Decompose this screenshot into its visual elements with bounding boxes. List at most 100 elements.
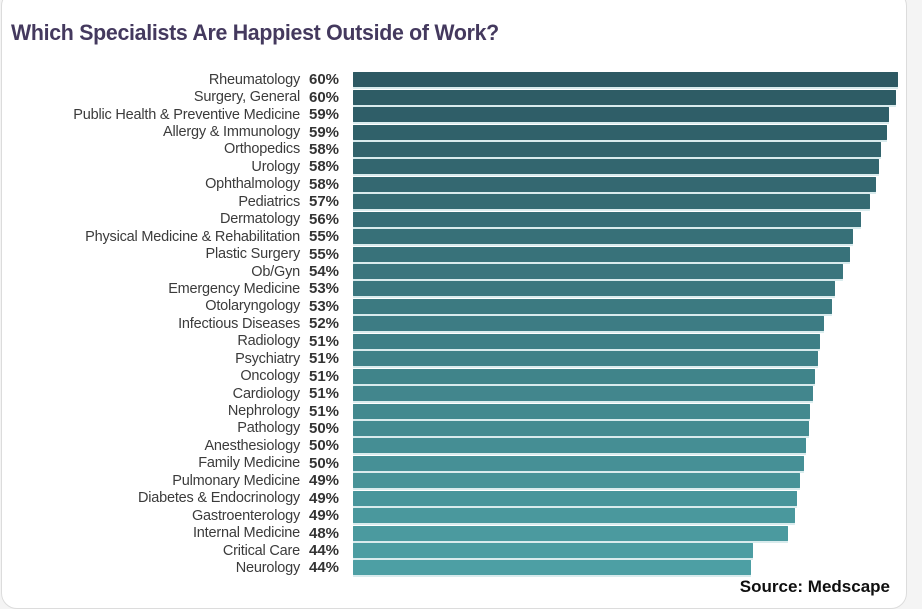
chart-row: Neurology 44% <box>8 559 908 576</box>
chart-title: Which Specialists Are Happiest Outside o… <box>11 19 499 45</box>
bar <box>353 543 754 559</box>
chart-row: Urology 58% <box>8 158 908 175</box>
value-label: 55% <box>309 228 340 246</box>
value-label: 60% <box>309 88 340 106</box>
category-label: Rheumatology <box>208 71 300 88</box>
source-credit: Source: Medscape <box>739 577 890 596</box>
category-label: Urology <box>251 158 300 175</box>
bar <box>353 176 877 192</box>
category-label: Diabetes & Endocrinology <box>137 490 300 507</box>
bar <box>353 455 804 471</box>
value-label: 49% <box>309 507 340 525</box>
category-label: Public Health & Preventive Medicine <box>73 106 300 123</box>
bar <box>353 333 821 349</box>
value-label: 50% <box>309 419 340 437</box>
chart-row: Public Health & Preventive Medicine 59% <box>8 106 908 123</box>
bar <box>353 420 809 436</box>
value-label: 51% <box>309 402 340 420</box>
value-label: 53% <box>309 297 340 315</box>
chart-row: Plastic Surgery 55% <box>8 245 908 263</box>
bar <box>353 560 751 576</box>
bar <box>353 473 800 489</box>
chart-row: Pathology 50% <box>8 420 908 437</box>
bar <box>353 107 890 123</box>
value-label: 53% <box>309 280 340 298</box>
value-label: 51% <box>309 385 340 403</box>
chart-row: Anesthesiology 50% <box>8 437 908 454</box>
chart-row: Cardiology 51% <box>8 385 908 402</box>
value-label: 58% <box>309 175 340 193</box>
chart-row: Ob/Gyn 54% <box>8 263 908 280</box>
value-label: 58% <box>309 140 340 158</box>
chart-row: Oncology 51% <box>8 367 908 385</box>
category-label: Pathology <box>237 420 300 437</box>
chart-row: Gastroenterology 49% <box>8 507 908 524</box>
category-label: Internal Medicine <box>192 525 300 542</box>
bar <box>353 490 798 506</box>
bar <box>353 72 899 88</box>
category-label: Anesthesiology <box>204 437 300 454</box>
category-label: Family Medicine <box>198 455 300 472</box>
bar <box>353 525 789 541</box>
chart-row: Internal Medicine 48% <box>8 524 908 542</box>
chart-row: Nephrology 51% <box>8 402 908 420</box>
chart-row: Psychiatry 51% <box>8 350 908 367</box>
chart-row: Physical Medicine & Rehabilitation 55% <box>8 228 908 245</box>
category-label: Oncology <box>240 368 300 385</box>
value-label: 50% <box>309 454 340 472</box>
chart-row: Pediatrics 57% <box>8 193 908 210</box>
category-label: Neurology <box>235 559 300 576</box>
chart-row: Infectious Diseases 52% <box>8 315 908 332</box>
category-label: Pediatrics <box>238 193 300 210</box>
value-label: 60% <box>309 71 340 89</box>
category-label: Pulmonary Medicine <box>172 472 300 489</box>
bar <box>353 89 896 105</box>
category-label: Physical Medicine & Rehabilitation <box>85 228 300 245</box>
chart-row: Diabetes & Endocrinology 49% <box>8 490 908 507</box>
category-label: Gastroenterology <box>191 507 300 524</box>
bar <box>353 229 853 245</box>
chart-row: Otolaryngology 53% <box>8 298 908 315</box>
chart-row: Family Medicine 50% <box>8 455 908 472</box>
chart-row: Emergency Medicine 53% <box>8 280 908 297</box>
value-label: 55% <box>309 245 340 263</box>
chart-row: Surgery, General 60% <box>8 88 908 106</box>
value-label: 50% <box>309 437 340 455</box>
bar <box>353 211 861 227</box>
bar <box>353 316 825 332</box>
category-label: Ob/Gyn <box>251 263 300 280</box>
value-label: 49% <box>309 472 340 490</box>
category-label: Infectious Diseases <box>178 315 300 332</box>
chart-row: Critical Care 44% <box>8 542 908 559</box>
chart-row: Dermatology 56% <box>8 211 908 228</box>
value-label: 48% <box>309 524 340 542</box>
value-label: 54% <box>309 263 340 281</box>
category-label: Surgery, General <box>193 89 300 106</box>
value-label: 51% <box>309 350 340 368</box>
bar <box>353 403 811 419</box>
bar <box>353 264 843 280</box>
value-label: 56% <box>309 210 340 228</box>
bar <box>353 386 813 402</box>
category-label: Plastic Surgery <box>205 246 300 263</box>
bar <box>353 351 818 367</box>
bar <box>353 298 833 314</box>
value-label: 59% <box>309 123 340 141</box>
value-label: 44% <box>309 559 340 577</box>
category-label: Emergency Medicine <box>168 280 300 297</box>
category-label: Critical Care <box>222 542 300 559</box>
category-label: Cardiology <box>232 385 301 402</box>
chart-row: Allergy & Immunology 59% <box>8 123 908 141</box>
bar <box>353 124 887 140</box>
bar <box>353 194 870 210</box>
bar <box>353 368 816 384</box>
category-label: Ophthalmology <box>205 176 300 193</box>
chart-row: Orthopedics 58% <box>8 141 908 158</box>
category-label: Psychiatry <box>235 350 300 367</box>
bar-chart: Rheumatology 60% Surgery, General 60% Public… <box>8 71 908 577</box>
chart-row: Ophthalmology 58% <box>8 176 908 193</box>
bar <box>353 159 879 175</box>
chart-row: Pulmonary Medicine 49% <box>8 472 908 489</box>
chart-row: Radiology 51% <box>8 333 908 350</box>
category-label: Radiology <box>237 333 300 350</box>
